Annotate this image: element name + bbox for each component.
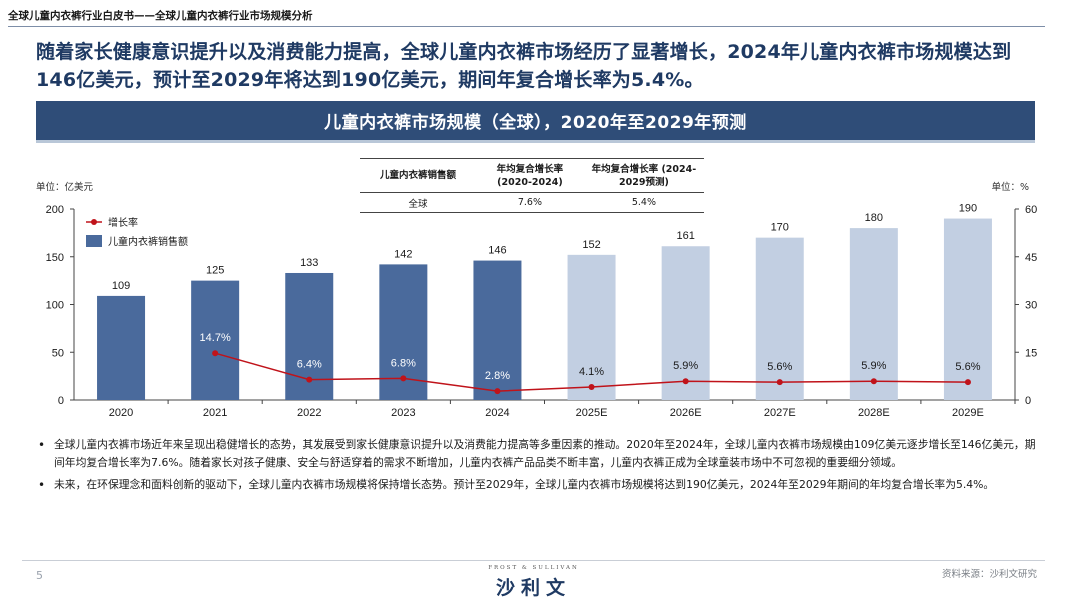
left-axis-unit: 单位：亿美元 <box>36 182 94 193</box>
right-tick-label: 30 <box>1025 300 1037 312</box>
left-tick-label: 150 <box>46 252 64 264</box>
page-number: 5 <box>36 569 43 582</box>
legend-line-marker <box>91 219 97 225</box>
growth-rate-label: 6.8% <box>391 357 416 369</box>
document-title: 全球儿童内衣裤行业白皮书——全球儿童内衣裤行业市场规模分析 <box>8 10 313 22</box>
growth-rate-point <box>964 379 971 386</box>
left-tick-label: 200 <box>46 204 64 216</box>
bar-value-label: 170 <box>771 222 789 234</box>
right-axis-unit: 单位：% <box>991 182 1029 193</box>
growth-rate-point <box>400 375 407 382</box>
cagr-table: 儿童内衣裤销售额 年均复合增长率 (2020-2024) 年均复合增长率 (20… <box>360 158 704 213</box>
cagr-header-2020-2024: 年均复合增长率 (2020-2024) <box>476 158 584 193</box>
bar <box>191 280 240 400</box>
cagr-value-2020-2024: 7.6% <box>476 192 584 213</box>
category-label: 2029E <box>952 407 984 419</box>
category-label: 2024 <box>485 407 509 419</box>
top-divider <box>8 26 1045 27</box>
growth-rate-point <box>306 376 313 383</box>
cagr-table-row: 全球 7.6% 5.4% <box>360 192 704 213</box>
headline: 随着家长健康意识提升以及消费能力提高，全球儿童内衣裤市场经历了显著增长，2024… <box>36 41 1012 91</box>
category-label: 2025E <box>576 407 608 419</box>
source-note: 资料来源：沙利文研究 <box>941 569 1037 580</box>
bar <box>473 260 522 400</box>
growth-rate-point <box>682 378 689 385</box>
legend-bar-swatch <box>86 235 102 247</box>
category-label: 2023 <box>391 407 415 419</box>
growth-rate-point <box>494 388 501 395</box>
category-label: 2028E <box>858 407 890 419</box>
cagr-table-header: 儿童内衣裤销售额 年均复合增长率 (2020-2024) 年均复合增长率 (20… <box>360 158 704 193</box>
left-tick-label: 0 <box>58 395 64 407</box>
growth-rate-label: 5.6% <box>767 361 792 373</box>
growth-rate-label: 6.4% <box>297 359 322 371</box>
bar-value-label: 146 <box>488 245 506 257</box>
right-tick-label: 0 <box>1025 395 1031 407</box>
growth-rate-label: 2.8% <box>485 370 510 382</box>
right-tick-label: 45 <box>1025 252 1037 264</box>
logo-chinese: 沙利文 <box>495 577 571 599</box>
category-label: 2022 <box>297 407 321 419</box>
footer-divider <box>22 560 1045 561</box>
cagr-region: 全球 <box>360 192 476 213</box>
bar <box>567 254 616 400</box>
cagr-value-2024-2029: 5.4% <box>583 192 704 213</box>
category-label: 2026E <box>670 407 702 419</box>
growth-rate-label: 14.7% <box>200 332 231 344</box>
right-tick-label: 60 <box>1025 204 1037 216</box>
logo-english: FROST & SULLIVAN <box>488 565 579 571</box>
growth-rate-label: 5.6% <box>955 361 980 373</box>
bar-value-label: 142 <box>394 248 412 260</box>
bar <box>661 246 710 400</box>
cagr-header-sales: 儿童内衣裤销售额 <box>360 158 476 193</box>
chart-title: 儿童内衣裤市场规模（全球），2020年至2029年预测 <box>324 113 747 133</box>
market-size-chart: 0 50 100 150 200 0 15 30 45 60 109 2020 125 2021 133 20… <box>46 203 1038 419</box>
bar-value-label: 152 <box>582 239 600 251</box>
growth-rate-point <box>212 350 219 357</box>
bar-value-label: 180 <box>865 212 883 224</box>
bar <box>97 295 146 400</box>
bar-value-label: 190 <box>959 203 977 215</box>
right-tick-label: 15 <box>1025 347 1037 359</box>
commentary: 全球儿童内衣裤市场近年来呈现出稳健增长的态势，其发展受到家长健康意识提升以及消费… <box>36 436 1036 498</box>
bar <box>755 237 804 400</box>
commentary-bullet-2: 未来，在环保理念和面料创新的驱动下，全球儿童内衣裤市场规模将保持增长态势。预计至… <box>36 476 1036 494</box>
growth-rate-label: 5.9% <box>861 360 886 372</box>
legend-bar-label: 儿童内衣裤销售额 <box>108 235 188 248</box>
bar-value-label: 125 <box>206 265 224 277</box>
growth-rate-label: 5.9% <box>673 360 698 372</box>
growth-rate-point <box>588 383 595 390</box>
category-label: 2021 <box>203 407 227 419</box>
bar <box>943 218 992 400</box>
growth-rate-label: 4.1% <box>579 366 604 378</box>
growth-rate-point <box>776 379 783 386</box>
commentary-bullet-1: 全球儿童内衣裤市场近年来呈现出稳健增长的态势，其发展受到家长健康意识提升以及消费… <box>36 436 1036 472</box>
bar <box>849 228 898 400</box>
growth-rate-point <box>870 378 877 385</box>
left-tick-label: 50 <box>52 347 64 359</box>
bar-value-label: 161 <box>676 230 694 242</box>
cagr-header-2024-2029: 年均复合增长率 (2024-2029预测) <box>583 158 704 193</box>
left-tick-label: 100 <box>46 300 64 312</box>
legend-line-label: 增长率 <box>108 216 138 229</box>
bar-value-label: 133 <box>300 257 318 269</box>
chart-title-banner: 儿童内衣裤市场规模（全球），2020年至2029年预测 <box>36 101 1035 143</box>
category-label: 2020 <box>109 407 133 419</box>
category-label: 2027E <box>764 407 796 419</box>
bar-value-label: 109 <box>112 280 130 292</box>
